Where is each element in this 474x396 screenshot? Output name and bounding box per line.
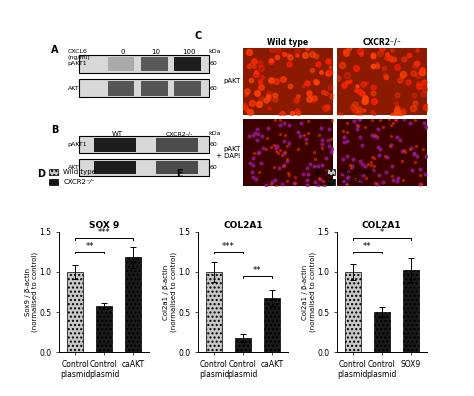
Text: pAKT1: pAKT1 [68, 61, 87, 67]
Text: ***: *** [98, 228, 110, 237]
Bar [206, 272, 222, 352]
FancyBboxPatch shape [174, 57, 201, 71]
FancyBboxPatch shape [141, 57, 167, 71]
Y-axis label: Col2a1 / β-actin
(normalised to control): Col2a1 / β-actin (normalised to control) [302, 252, 316, 332]
Text: pAKT1: pAKT1 [68, 143, 87, 147]
FancyBboxPatch shape [156, 161, 198, 174]
FancyBboxPatch shape [79, 55, 209, 73]
FancyBboxPatch shape [79, 137, 209, 154]
Bar [235, 338, 251, 352]
FancyBboxPatch shape [141, 81, 167, 96]
Text: **: ** [85, 242, 94, 251]
Text: ***: *** [222, 242, 235, 251]
FancyBboxPatch shape [108, 57, 134, 71]
Y-axis label: Sox9 / β-actin
(normalised to control): Sox9 / β-actin (normalised to control) [25, 252, 38, 332]
Title: Wild type: Wild type [267, 38, 309, 47]
FancyBboxPatch shape [94, 161, 136, 174]
Text: 60: 60 [210, 61, 218, 67]
Text: 100: 100 [182, 49, 196, 55]
Legend: Wild type, CXCR2⁻⁄⁻: Wild type, CXCR2⁻⁄⁻ [327, 169, 374, 185]
Text: 0: 0 [120, 49, 125, 55]
Text: 60: 60 [210, 143, 218, 147]
Text: B: B [51, 125, 58, 135]
Text: F: F [315, 169, 321, 179]
Bar [345, 272, 361, 352]
FancyBboxPatch shape [156, 138, 198, 152]
Bar [125, 257, 141, 352]
Text: *: * [380, 228, 384, 237]
Text: **: ** [363, 242, 372, 251]
Text: D: D [37, 169, 45, 179]
FancyBboxPatch shape [79, 79, 209, 97]
Text: CXCR2-/-: CXCR2-/- [165, 131, 193, 136]
Title: CXCR2⁻/⁻: CXCR2⁻/⁻ [363, 38, 401, 47]
Text: kDa: kDa [209, 131, 221, 136]
Text: CXCL6
(ng/ml): CXCL6 (ng/ml) [68, 49, 91, 60]
FancyBboxPatch shape [174, 81, 201, 96]
Bar [96, 306, 112, 352]
Text: E: E [176, 169, 182, 179]
Text: 60: 60 [210, 165, 218, 170]
FancyBboxPatch shape [108, 81, 134, 96]
Title: COL2A1: COL2A1 [223, 221, 263, 230]
Bar [264, 298, 280, 352]
Y-axis label: pAKT
+ DAPI: pAKT + DAPI [217, 146, 241, 159]
Text: **: ** [253, 266, 262, 275]
Y-axis label: Col2a1 / β-actin
(normalised to control): Col2a1 / β-actin (normalised to control) [164, 252, 177, 332]
Text: WT: WT [112, 131, 123, 137]
Legend: Wild type, CXCR2⁻⁄⁻: Wild type, CXCR2⁻⁄⁻ [49, 169, 96, 185]
Text: kDa: kDa [209, 49, 221, 54]
Title: SOX 9: SOX 9 [89, 221, 119, 230]
FancyBboxPatch shape [79, 159, 209, 176]
FancyBboxPatch shape [94, 138, 136, 152]
Bar [67, 272, 83, 352]
Title: COL2A1: COL2A1 [362, 221, 401, 230]
Text: AKT: AKT [68, 165, 79, 170]
Bar [403, 270, 419, 352]
Y-axis label: pAKT: pAKT [223, 78, 241, 84]
Text: AKT: AKT [68, 86, 79, 91]
Text: 60: 60 [210, 86, 218, 91]
Text: A: A [51, 45, 58, 55]
Text: C: C [194, 30, 201, 41]
Bar [374, 312, 390, 352]
Text: 10: 10 [151, 49, 160, 55]
